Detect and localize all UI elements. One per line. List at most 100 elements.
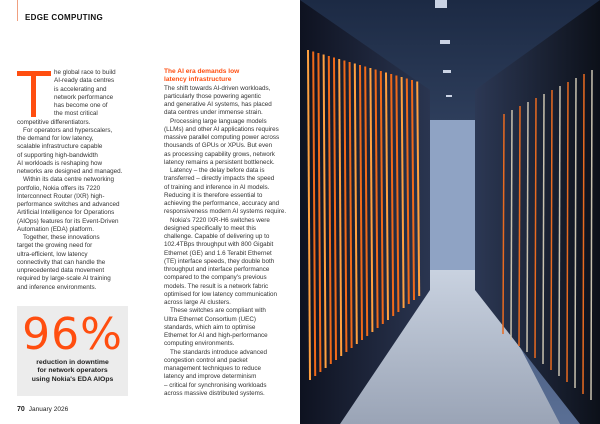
text-line: computing environments. (164, 340, 235, 348)
text-line: particularly those powering agentic (164, 92, 261, 100)
text-line: designed specifically to meet this (164, 224, 257, 232)
cable (416, 81, 421, 297)
cable (390, 73, 395, 317)
text-line: Automation (EDA) platform. (17, 225, 94, 233)
cable (364, 66, 369, 337)
issue-date: January 2026 (28, 406, 69, 413)
text-line: – critical for synchronising workloads (164, 381, 267, 389)
cable (574, 77, 577, 389)
text-line: compared to the company's previous (164, 274, 267, 282)
intro-lines: he global race to build AI-ready data cen… (54, 69, 116, 119)
text-line: Within its data centre networking (23, 176, 114, 184)
page-footer: 70 January 2026 (17, 406, 68, 413)
cable (343, 60, 348, 353)
text-line: and inference environments. (17, 283, 97, 291)
cable (307, 49, 311, 381)
cable (327, 55, 332, 365)
text-line: Ethernet (GE) and 1.6 Terabit Ethernet (164, 249, 272, 257)
text-line: of supporting high-bandwidth (17, 151, 98, 159)
text-line: management techniques to reduce (164, 365, 261, 372)
text-line: ultra-efficient, low latency (17, 250, 88, 258)
cable (400, 76, 405, 309)
text-line: networks are designed and managed. (17, 168, 123, 175)
text-line: The shift towards AI-driven workloads, (164, 84, 271, 92)
text-line: target the growing need for (17, 242, 93, 250)
text-line: latency and improve determinism (164, 373, 257, 381)
text-line: unprecedented data movement (17, 267, 105, 274)
text-line: models. The result is a network fabric (164, 282, 269, 290)
text-line: challenge. Capable of delivering up to (164, 233, 270, 240)
cable (502, 113, 505, 335)
cable (526, 101, 529, 353)
text-line: for network operators (37, 367, 108, 375)
section-label: EDGE COMPUTING (25, 13, 103, 22)
cable (348, 61, 353, 349)
cable (534, 97, 537, 359)
text-line: across large AI clusters. (164, 299, 231, 306)
cable (338, 58, 343, 357)
text-line: portfolio, Nokia offers its 7220 (17, 184, 101, 192)
text-line: (LLMs) and other AI applications require… (164, 125, 279, 133)
text-line: standards, which aim to optimise (164, 323, 256, 331)
text-line: latency infrastructure (164, 76, 232, 84)
text-line: network performance (54, 93, 114, 101)
text-line: AI workloads is reshaping how (17, 159, 103, 167)
text-line: Processing large language models (170, 117, 267, 125)
text-line: connectivity that can handle the (17, 258, 106, 266)
text-line: throughput and interface performance (164, 266, 270, 273)
text-line: 102.4TBps throughput with 800 Gigabit (164, 241, 274, 249)
text-line: performance switches and advanced (17, 201, 120, 208)
text-line: transferred – directly impacts the speed (164, 175, 275, 183)
column-1: competitive differentiators. For operator… (17, 69, 122, 292)
text-line: of training and inference in AI models. (164, 183, 270, 191)
text-line: Ethernet for AI and high-performance (164, 332, 268, 339)
text-line: he global race to build (54, 69, 116, 76)
text-line: the demand for low latency, (17, 135, 94, 142)
text-line: the most critical (54, 110, 98, 118)
text-line: achieving the performance, accuracy and (164, 200, 280, 207)
cable (566, 81, 569, 383)
text-line: Artificial Intelligence for Operations (17, 209, 115, 217)
text-line: Ultra Ethernet Consortium (UEC) (164, 315, 257, 323)
text-line: competitive differentiators. (17, 118, 91, 126)
data-centre-photo (300, 0, 600, 424)
cable (379, 70, 384, 325)
section-accent-bar (17, 0, 18, 21)
text-line: For operators and hyperscalers, (23, 126, 113, 134)
text-line: reduction in downtime (36, 359, 109, 366)
stat-callout: 96% reduction in downtime for network ope… (17, 306, 128, 396)
cable (312, 51, 317, 377)
text-line: (TE) interface speeds, they double both (164, 257, 275, 265)
text-line: Interconnect Router (IXR) high- (17, 192, 105, 200)
text-line: The standards introduce advanced (170, 348, 267, 356)
cable (385, 72, 389, 321)
text-line: responsiveness modern AI systems require… (164, 208, 287, 216)
text-line: Latency – the delay before data is (170, 167, 265, 174)
cable (405, 78, 410, 305)
text-line: thousands of GPUs or XPUs. But even (164, 142, 273, 150)
text-line: AI-ready data centres (54, 77, 115, 85)
text-line: has become one of (54, 102, 108, 109)
text-line: optimised for low latency communication (164, 290, 278, 298)
cable (353, 63, 358, 345)
cable (359, 64, 363, 341)
cable (518, 105, 521, 347)
text-line: Nokia's 7220 IXR-H6 switches were (170, 216, 270, 224)
dropcap-t (17, 71, 51, 117)
cable (582, 73, 585, 395)
text-line: required by large-scale AI training (17, 275, 111, 283)
text-line: These switches are compliant with (170, 307, 266, 315)
cable (333, 57, 337, 361)
cable (317, 52, 322, 373)
cable (550, 89, 553, 371)
text-line: is accelerating and (54, 85, 107, 93)
text-line: massive parallel computing power across (164, 134, 280, 141)
cable (590, 69, 593, 401)
cable (369, 67, 374, 333)
cable (510, 109, 513, 341)
text-line: using Nokia's EDA AIOps (31, 375, 114, 383)
text-line: data centres under immense strain. (164, 109, 263, 117)
stat-value: 96% (22, 309, 123, 360)
text-line: across massive distributed systems. (164, 389, 265, 397)
stat-caption: reduction in downtime for network operato… (17, 359, 128, 384)
